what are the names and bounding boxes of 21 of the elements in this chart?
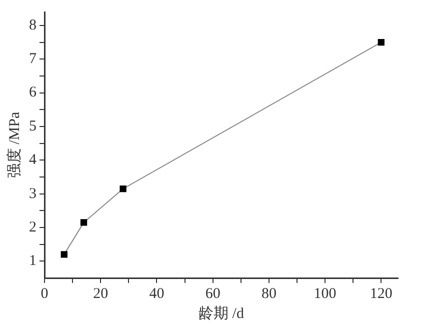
point [60,251,68,258]
point [378,38,384,46]
point [120,185,126,192]
x-tick-label: 100 [314,286,336,302]
y-tick-label: 5 [29,118,36,134]
y-axis-title: 强度 /MPa [6,112,23,178]
y-tick-label: 7 [29,51,37,68]
y-tick-label: 2 [29,219,36,236]
x-tick-label: 0 [40,286,48,302]
point [80,219,88,226]
x-tick-label: 60 [205,286,220,302]
y-tick-label: 4 [29,152,37,168]
y-tick-label: 3 [29,186,36,202]
y-tick-label: 1 [29,253,36,270]
x-tick-label: 120 [370,286,392,302]
x-axis-title: 龄期 /d [198,304,244,322]
y-tick-label: 6 [29,84,37,101]
y-tick-label: 8 [29,17,36,34]
x-tick-label: 20 [93,286,108,302]
x-tick-label: 80 [261,286,276,302]
x-tick-label: 40 [149,286,164,302]
